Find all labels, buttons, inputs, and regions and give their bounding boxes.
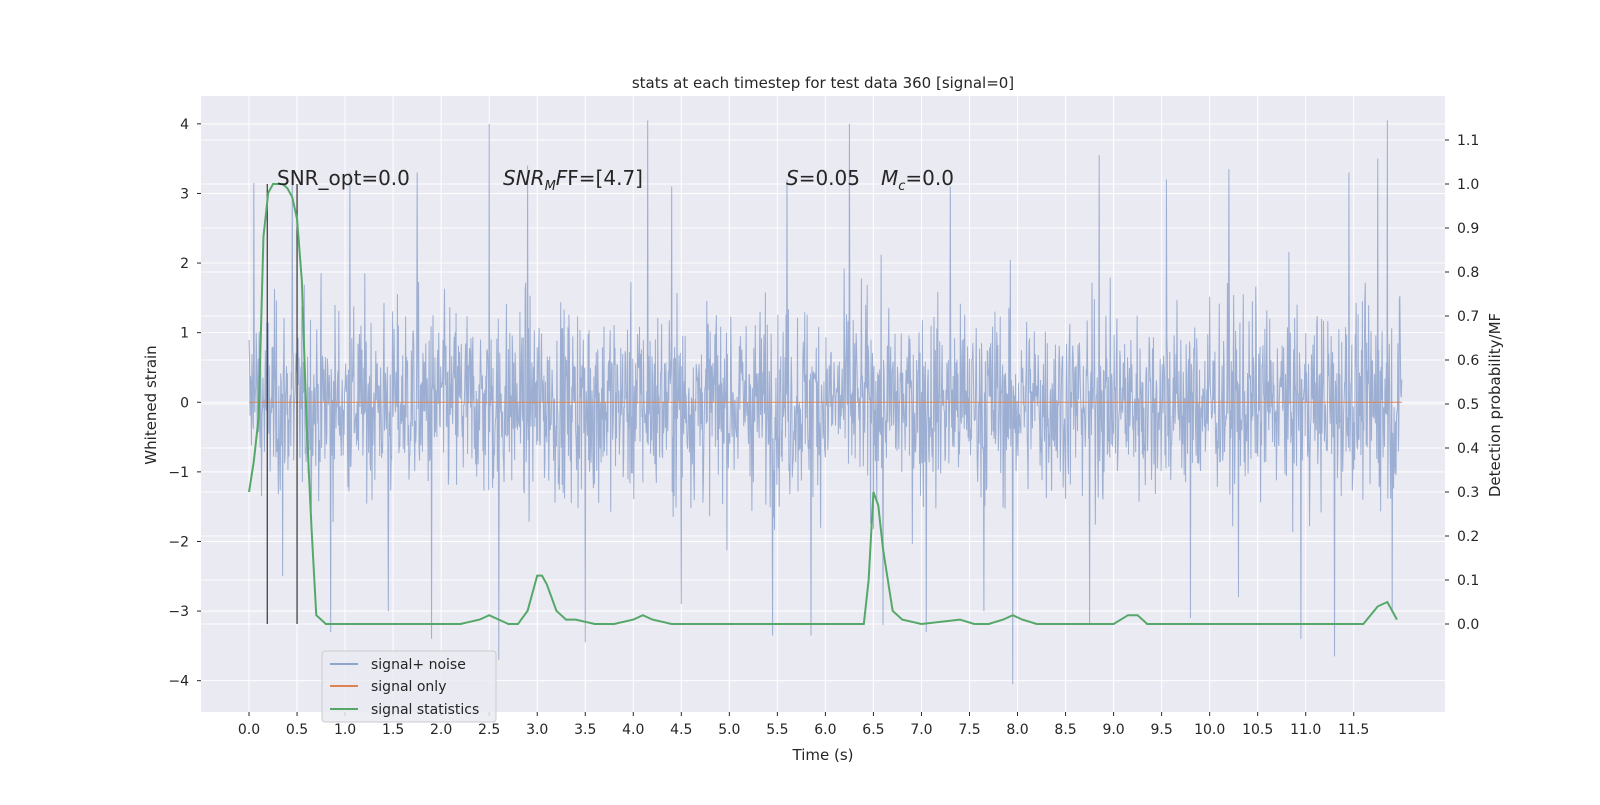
x-tick-label: 5.5 xyxy=(766,722,788,738)
y-right-tick-label: 0.2 xyxy=(1457,529,1479,545)
y-right-tick-label: 0.1 xyxy=(1457,573,1479,589)
tick-labels: 0.0 0.5 1.0 1.5 2.0 2.5 3.0 3.5 4.0 4.5 5.0 5.5 6.0 6… xyxy=(168,117,1479,738)
annotation-mc: Mc=0.0 xyxy=(881,166,954,194)
signal-statistics-line xyxy=(248,183,1398,626)
signal-noise-line xyxy=(248,120,1403,685)
y-tick-label: 3 xyxy=(180,186,189,202)
y-tick-label: −1 xyxy=(168,465,189,481)
annotation-mc-label: M xyxy=(881,166,898,190)
signal-statistics-series xyxy=(248,183,1398,626)
annotation-snr-mf-rest: F=[4.7] xyxy=(567,166,643,190)
x-tick-label: 2.0 xyxy=(430,722,452,738)
x-tick-label: 4.5 xyxy=(670,722,692,738)
y-tick-label: −2 xyxy=(168,534,189,550)
y-right-tick-label: 0.7 xyxy=(1457,309,1479,325)
y-right-tick-label: 1.0 xyxy=(1457,177,1479,193)
x-tick-label: 7.0 xyxy=(910,722,932,738)
y-right-tick-label: 0.5 xyxy=(1457,397,1479,413)
x-tick-label: 4.0 xyxy=(622,722,644,738)
y-tick-label: −3 xyxy=(168,604,189,620)
legend-label-signal-noise: signal+ noise xyxy=(371,657,466,673)
x-tick-label: 5.0 xyxy=(718,722,740,738)
legend: signal+ noise signal only signal statist… xyxy=(321,650,497,723)
x-tick-label: 3.0 xyxy=(526,722,548,738)
x-tick-label: 2.5 xyxy=(478,722,500,738)
annotation-mc-sub: c xyxy=(898,179,905,194)
legend-label-signal-only: signal only xyxy=(371,679,446,695)
annotation-s: S=0.05 xyxy=(786,166,860,190)
signal-noise-series xyxy=(248,120,1403,685)
x-tick-label: 11.5 xyxy=(1338,722,1369,738)
x-tick-label: 10.5 xyxy=(1242,722,1273,738)
annotation-s-label: S xyxy=(786,166,799,190)
x-tick-label: 8.0 xyxy=(1006,722,1028,738)
annotations: SNR_opt=0.0 SNRMFF=[4.7] S=0.05 Mc=0.0 xyxy=(277,166,954,194)
x-tick-label: 11.0 xyxy=(1290,722,1321,738)
y-right-tick-label: 0.3 xyxy=(1457,485,1479,501)
y-tick-label: 4 xyxy=(180,117,189,133)
x-tick-label: 0.0 xyxy=(238,722,260,738)
annotation-snr-mf-sub: M xyxy=(545,179,556,194)
x-tick-label: 1.5 xyxy=(382,722,404,738)
y-right-tick-label: 1.1 xyxy=(1457,133,1479,149)
y-axis-right-label: Detection probability/MF xyxy=(1486,313,1504,497)
x-tick-label: 1.0 xyxy=(334,722,356,738)
x-tick-label: 3.5 xyxy=(574,722,596,738)
x-tick-label: 8.5 xyxy=(1054,722,1076,738)
annotation-snr-mf-main: SNR xyxy=(503,166,545,190)
annotation-s-value: =0.05 xyxy=(799,166,860,190)
y-tick-label: 0 xyxy=(180,395,189,411)
x-tick-label: 0.5 xyxy=(286,722,308,738)
y-axis-label: Whitened strain xyxy=(142,345,160,464)
x-axis-label: Time (s) xyxy=(792,746,854,764)
annotation-snr-mf-f: F xyxy=(556,166,568,190)
annotation-mc-value: =0.0 xyxy=(905,166,954,190)
x-tick-label: 6.5 xyxy=(862,722,884,738)
annotation-snr-opt: SNR_opt=0.0 xyxy=(277,166,410,190)
legend-label-signal-statistics: signal statistics xyxy=(371,702,479,718)
legend-box xyxy=(321,650,497,723)
y-tick-label: 1 xyxy=(180,326,189,342)
x-tick-label: 6.0 xyxy=(814,722,836,738)
y-right-tick-label: 0.4 xyxy=(1457,441,1479,457)
y-right-tick-label: 0.0 xyxy=(1457,617,1479,633)
x-tick-label: 7.5 xyxy=(958,722,980,738)
annotation-snr-mf: SNRMFF=[4.7] xyxy=(503,166,643,194)
y-tick-label: −4 xyxy=(168,674,189,690)
y-tick-label: 2 xyxy=(180,256,189,272)
y-right-tick-label: 0.8 xyxy=(1457,265,1479,281)
chart-title: stats at each timestep for test data 360… xyxy=(632,74,1014,92)
x-tick-label: 9.5 xyxy=(1150,722,1172,738)
x-tick-label: 9.0 xyxy=(1102,722,1124,738)
y-right-tick-label: 0.6 xyxy=(1457,353,1479,369)
y-right-tick-label: 0.9 xyxy=(1457,221,1479,237)
vertical-marker-lines xyxy=(266,184,298,624)
x-tick-label: 10.0 xyxy=(1194,722,1225,738)
